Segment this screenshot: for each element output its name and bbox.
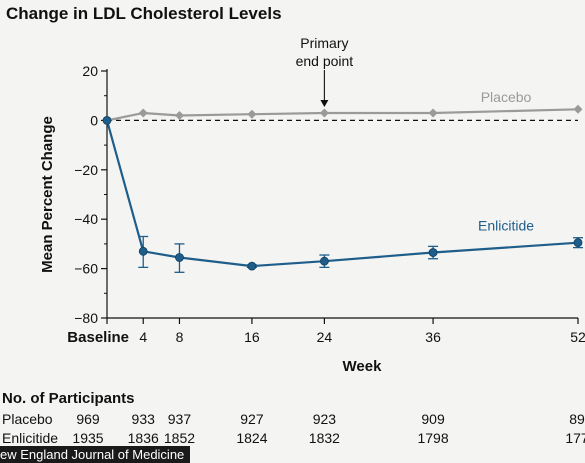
x-axis-label: Week: [343, 358, 383, 375]
placebo-point: [247, 109, 257, 119]
ldl-chart: 20 0 −20 −40 −60 −80 Baseline 4 8 16 24 36 52 Week Mea…: [39, 35, 585, 375]
y-tick-label: −20: [74, 162, 98, 178]
enlicitide-point: [428, 248, 438, 257]
y-tick-label: −80: [74, 310, 98, 326]
placebo-point: [319, 108, 329, 118]
x-tick-label: 24: [317, 329, 333, 345]
participants-count: 937: [167, 411, 192, 427]
x-tick-label: 4: [139, 329, 147, 345]
participants-count: 969: [76, 411, 100, 427]
placebo-point: [573, 104, 583, 114]
participants-count: 1852: [163, 430, 196, 446]
participants-count: 177: [565, 430, 585, 446]
participants-title: No. of Participants: [2, 390, 135, 407]
y-axis-label: Mean Percent Change: [39, 116, 56, 273]
annotation-text: end point: [296, 53, 354, 69]
enlicitide-point: [247, 261, 257, 271]
enlicitide-series-label: Enlicitide: [478, 217, 534, 233]
x-tick-label: 16: [244, 329, 260, 345]
chart-title: Change in LDL Cholesterol Levels: [6, 4, 282, 23]
participants-count: 933: [131, 411, 155, 427]
participants-count: 1824: [236, 430, 268, 446]
placebo-point: [174, 110, 184, 120]
y-tick-label: 0: [90, 112, 98, 128]
placebo-point: [138, 108, 148, 118]
enlicitide-point: [319, 256, 329, 266]
placebo-series-label: Placebo: [481, 89, 532, 105]
y-tick-label: 20: [82, 63, 98, 79]
participants-count: 909: [421, 411, 445, 427]
enlicitide-point: [102, 116, 112, 125]
x-tick-label: 36: [425, 329, 441, 345]
participants-count: 1935: [72, 430, 104, 446]
participants-row-label: Enlicitide: [2, 430, 59, 446]
x-tick-label: 52: [570, 329, 585, 345]
participants-count: 89: [569, 411, 585, 427]
participants-count: 1836: [127, 430, 159, 446]
enlicitide-point: [138, 246, 148, 256]
participants-row-label: Placebo: [2, 411, 53, 427]
enlicitide-point: [573, 238, 583, 248]
participants-count: 923: [312, 411, 337, 427]
annotation-text: Primary: [300, 35, 348, 51]
participants-count: 927: [240, 411, 264, 427]
y-tick-label: −60: [74, 261, 98, 277]
x-tick-label: 8: [176, 329, 184, 345]
journal-credit: ew England Journal of Medicine: [0, 446, 191, 463]
x-tick-label-baseline: Baseline: [67, 329, 129, 346]
participants-count: 1798: [417, 430, 449, 446]
annotation-arrow-head: [320, 100, 329, 107]
placebo-point: [428, 108, 438, 118]
enlicitide-point: [175, 253, 184, 262]
y-tick-label: −40: [74, 211, 98, 227]
participants-count: 1832: [308, 430, 340, 446]
